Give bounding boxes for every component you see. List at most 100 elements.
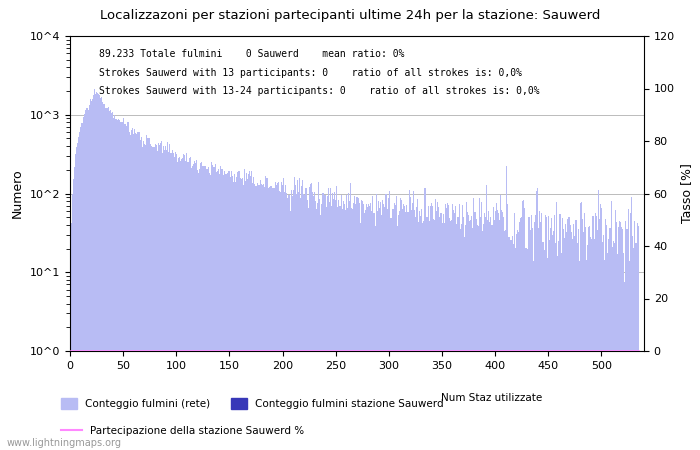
Bar: [624, 282, 625, 450]
Bar: [583, 232, 584, 450]
Bar: [88, 110, 89, 450]
Bar: [382, 200, 383, 450]
Bar: [93, 95, 94, 450]
Bar: [461, 224, 462, 450]
Bar: [402, 209, 403, 450]
Bar: [92, 99, 93, 450]
Bar: [534, 222, 535, 450]
Bar: [270, 186, 272, 450]
Bar: [283, 178, 284, 450]
Bar: [604, 260, 606, 450]
Bar: [111, 113, 112, 450]
Bar: [519, 222, 520, 450]
Bar: [108, 111, 110, 450]
Bar: [489, 221, 491, 450]
Bar: [136, 134, 137, 450]
Bar: [615, 210, 616, 450]
Bar: [415, 217, 416, 450]
Bar: [249, 171, 250, 450]
Bar: [455, 206, 456, 450]
Bar: [559, 214, 561, 450]
Bar: [317, 203, 318, 450]
Bar: [281, 181, 282, 450]
Bar: [485, 217, 486, 450]
Bar: [162, 153, 163, 450]
Bar: [340, 195, 342, 450]
Bar: [548, 216, 549, 450]
Bar: [590, 237, 592, 450]
Bar: [483, 225, 484, 450]
Bar: [135, 133, 136, 450]
Bar: [129, 132, 130, 450]
Bar: [564, 238, 565, 450]
Bar: [296, 194, 297, 450]
Bar: [172, 150, 173, 450]
Bar: [456, 225, 458, 450]
Bar: [116, 119, 118, 450]
Bar: [588, 227, 589, 450]
Bar: [623, 252, 624, 450]
Bar: [318, 182, 319, 450]
Bar: [578, 229, 579, 450]
Bar: [535, 215, 536, 450]
Bar: [247, 179, 248, 450]
Bar: [209, 172, 210, 450]
Bar: [208, 167, 209, 450]
Bar: [626, 230, 627, 450]
Bar: [252, 183, 253, 450]
Bar: [471, 216, 472, 450]
Bar: [612, 241, 614, 450]
Bar: [326, 207, 327, 450]
Bar: [128, 122, 129, 450]
Bar: [134, 129, 135, 450]
Bar: [556, 202, 557, 450]
Bar: [617, 254, 618, 450]
Bar: [571, 232, 573, 450]
Bar: [499, 220, 500, 450]
Bar: [263, 184, 264, 450]
Bar: [481, 202, 482, 450]
Bar: [244, 169, 245, 450]
Bar: [354, 197, 356, 450]
Bar: [540, 221, 541, 450]
Bar: [217, 171, 218, 450]
Bar: [228, 171, 229, 450]
Bar: [137, 132, 139, 450]
Bar: [168, 152, 169, 450]
Bar: [106, 108, 108, 450]
Bar: [464, 237, 465, 450]
Bar: [398, 215, 399, 450]
Bar: [416, 207, 417, 450]
Bar: [351, 207, 352, 450]
Bar: [495, 212, 496, 450]
Bar: [403, 204, 405, 450]
Bar: [421, 209, 422, 450]
Bar: [280, 193, 281, 450]
Bar: [144, 144, 145, 450]
Bar: [426, 217, 428, 450]
Bar: [193, 163, 194, 450]
Bar: [500, 195, 501, 450]
Bar: [569, 217, 570, 450]
Bar: [243, 185, 244, 450]
Bar: [256, 186, 257, 450]
Bar: [76, 147, 77, 450]
Bar: [550, 229, 551, 450]
Bar: [110, 110, 111, 450]
Bar: [328, 188, 329, 450]
Bar: [450, 221, 451, 450]
Bar: [470, 220, 471, 450]
Bar: [161, 140, 162, 450]
Bar: [491, 225, 493, 450]
Bar: [552, 235, 553, 450]
Bar: [265, 176, 266, 450]
Bar: [183, 154, 184, 450]
Bar: [383, 204, 384, 450]
Bar: [274, 182, 276, 450]
Bar: [91, 101, 92, 450]
Bar: [227, 173, 228, 450]
Bar: [94, 89, 95, 450]
Bar: [284, 192, 286, 450]
Bar: [312, 192, 313, 450]
Bar: [230, 177, 231, 450]
